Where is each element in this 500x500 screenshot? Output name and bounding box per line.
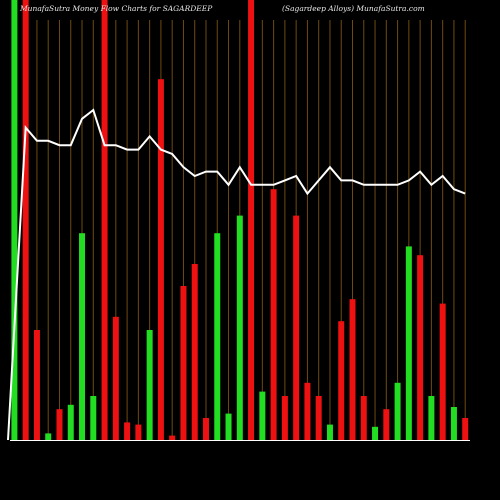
bar-20 bbox=[225, 413, 232, 440]
bar-41 bbox=[462, 418, 469, 440]
bar-22 bbox=[248, 0, 255, 440]
bar-23 bbox=[259, 391, 266, 440]
bar-24 bbox=[270, 189, 277, 440]
bar-38 bbox=[428, 396, 435, 440]
bar-25 bbox=[281, 396, 288, 440]
bar-9 bbox=[101, 0, 108, 440]
bar-2 bbox=[22, 0, 29, 440]
bar-26 bbox=[293, 215, 300, 440]
bar-8 bbox=[90, 396, 97, 440]
bar-32 bbox=[360, 396, 367, 440]
bar-16 bbox=[180, 286, 187, 440]
bar-18 bbox=[202, 418, 209, 440]
bar-34 bbox=[383, 409, 390, 440]
bar-29 bbox=[326, 424, 333, 440]
bar-14 bbox=[157, 79, 164, 440]
bar-39 bbox=[439, 303, 446, 440]
bar-5 bbox=[56, 409, 63, 440]
bar-7 bbox=[79, 233, 86, 440]
bar-10 bbox=[112, 316, 119, 440]
bar-37 bbox=[417, 255, 424, 440]
bar-4 bbox=[45, 433, 52, 440]
bar-15 bbox=[169, 435, 176, 440]
bar-13 bbox=[146, 330, 153, 440]
chart-title: MunafaSutra Money Flow Charts for SAGARD… bbox=[20, 4, 213, 13]
bar-33 bbox=[372, 426, 379, 440]
bar-28 bbox=[315, 396, 322, 440]
bar-35 bbox=[394, 382, 401, 440]
bar-40 bbox=[450, 407, 457, 440]
bar-6 bbox=[67, 404, 74, 440]
bar-30 bbox=[338, 321, 345, 440]
bar-17 bbox=[191, 264, 198, 440]
bar-1 bbox=[11, 0, 18, 440]
money-flow-line bbox=[7, 108, 466, 441]
bar-27 bbox=[304, 382, 311, 440]
bar-19 bbox=[214, 233, 221, 440]
bar-36 bbox=[405, 246, 412, 440]
bar-21 bbox=[236, 215, 243, 440]
bar-11 bbox=[124, 422, 131, 440]
bar-3 bbox=[33, 330, 40, 440]
chart-subtitle: (Sagardeep Alloys) MunafaSutra.com bbox=[282, 4, 425, 13]
bar-31 bbox=[349, 299, 356, 440]
chart-bars bbox=[11, 0, 469, 440]
bar-12 bbox=[135, 424, 142, 440]
